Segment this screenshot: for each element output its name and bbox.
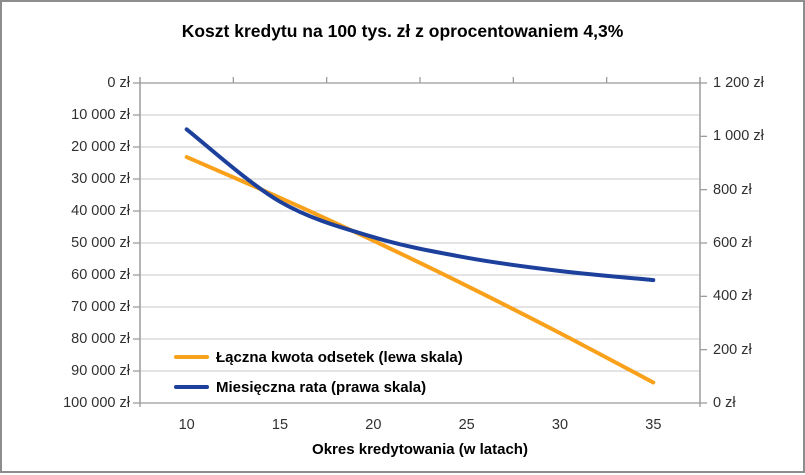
- left-axis-tick-label: 90 000 zł: [71, 363, 130, 379]
- left-axis-tick-label: 100 000 zł: [63, 395, 130, 411]
- legend-item-interest: Łączna kwota odsetek (lewa skala): [174, 342, 463, 372]
- x-axis-title: Okres kredytowania (w latach): [312, 441, 528, 458]
- chart-title: Koszt kredytu na 100 tys. zł z oprocento…: [181, 21, 624, 41]
- x-axis-tick-label: 35: [645, 417, 662, 433]
- right-axis-tick-label: 400 zł: [713, 288, 752, 305]
- x-axis-tick-label: 10: [178, 417, 195, 433]
- left-axis-labels: 0 zł 10 000 zł 20 000 zł 30 000 zł 40 000 zł…: [2, 2, 130, 475]
- left-axis-tick-label: 60 000 zł: [71, 267, 130, 283]
- right-axis-tick-label: 200 zł: [713, 341, 752, 358]
- right-axis-tick-label: 800 zł: [713, 181, 752, 198]
- left-axis-tick-label: 30 000 zł: [71, 171, 130, 187]
- legend: Łączna kwota odsetek (lewa skala) Miesię…: [174, 342, 463, 402]
- left-axis-tick-label: 40 000 zł: [71, 203, 130, 219]
- left-axis-tick-label: 0 zł: [107, 75, 130, 91]
- left-axis-tick-label: 20 000 zł: [71, 139, 130, 155]
- right-axis-tick-label: 1 000 zł: [713, 128, 764, 145]
- x-axis-tick-label: 20: [365, 417, 382, 433]
- legend-line-icon: [174, 354, 209, 360]
- left-axis-tick-label: 50 000 zł: [71, 235, 130, 251]
- left-axis-tick-label: 70 000 zł: [71, 299, 130, 315]
- right-axis-tick-label: 600 zł: [713, 235, 752, 251]
- legend-item-payment: Miesięczna rata (prawa skala): [174, 372, 463, 402]
- x-axis-tick-label: 30: [551, 417, 569, 433]
- left-axis-tick-label: 10 000 zł: [71, 107, 130, 123]
- right-axis-labels: 1 200 zł 1 000 zł 800 zł 600 zł 400 zł 200 zł…: [713, 2, 805, 475]
- right-axis-tick-label: 0 zł: [713, 395, 736, 411]
- x-axis-tick-label: 25: [458, 417, 475, 433]
- legend-line-icon: [174, 384, 209, 390]
- right-axis-tick-label: 1 200 zł: [713, 75, 764, 91]
- x-axis-tick-label: 15: [271, 417, 289, 433]
- left-axis-tick-label: 80 000 zł: [71, 331, 130, 347]
- legend-label: Miesięczna rata (prawa skala): [216, 378, 427, 396]
- legend-label: Łączna kwota odsetek (lewa skala): [216, 348, 463, 366]
